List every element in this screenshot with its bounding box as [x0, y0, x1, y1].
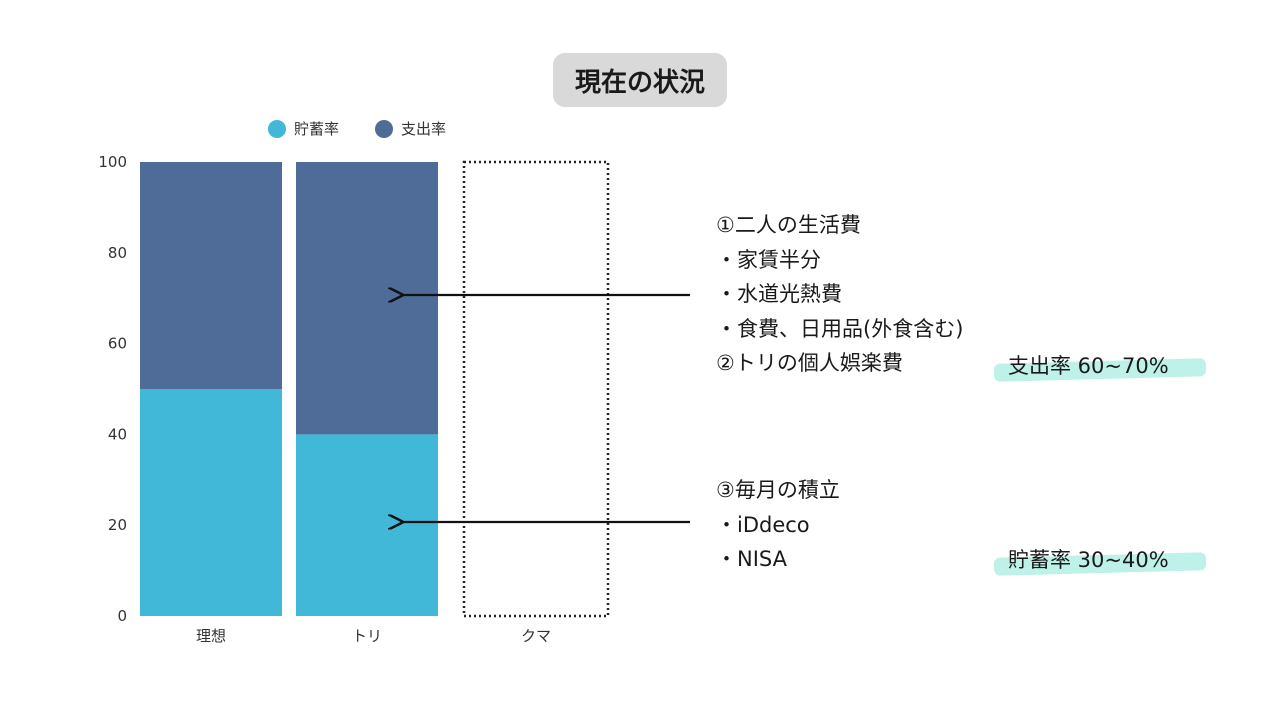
spending-line-3: ・水道光熱費: [716, 282, 842, 306]
bar-spending: [140, 162, 282, 389]
bar-savings: [296, 434, 438, 616]
spending-line-4: ・食費、日用品(外食含む): [716, 316, 964, 341]
x-tick-label: 理想: [196, 627, 226, 645]
savings-rate-highlight: 貯蓄率 30~40%: [993, 544, 1207, 576]
y-tick-label: 20: [108, 516, 127, 534]
y-tick-label: 0: [117, 607, 127, 625]
y-tick-label: 80: [108, 244, 127, 262]
spending-line-2: ・家賃半分: [716, 247, 821, 272]
spending-rate-label: 支出率 60~70%: [1008, 354, 1169, 378]
bar-savings: [140, 389, 282, 616]
spending-annotation: ①二人の生活費 ・家賃半分 ・水道光熱費 ・食費、日用品(外食含む) ②トリの個…: [716, 208, 963, 381]
x-tick-label: クマ: [521, 627, 551, 645]
legend-swatch-spending: [375, 119, 394, 138]
bar-spending: [296, 162, 438, 435]
legend-label-savings: 貯蓄率: [294, 120, 340, 138]
legend-label-spending: 支出率: [401, 120, 447, 138]
savings-rate-label: 貯蓄率 30~40%: [1008, 548, 1169, 572]
page-title: 現在の状況: [553, 53, 727, 107]
savings-line-2: ・iDdeco: [716, 512, 810, 537]
y-tick-label: 40: [108, 425, 127, 443]
y-tick-label: 60: [108, 335, 127, 353]
spending-rate-highlight: 支出率 60~70%: [993, 350, 1207, 382]
spending-line-1: ①二人の生活費: [716, 213, 861, 237]
spending-line-5: ②トリの個人娯楽費: [716, 351, 903, 375]
empty-bar-outline: [462, 160, 610, 618]
legend-swatch-savings: [268, 119, 286, 138]
x-tick-label: トリ: [352, 627, 382, 645]
y-tick-label: 100: [98, 153, 127, 171]
savings-line-3: ・NISA: [716, 547, 787, 571]
legend-item-savings: 貯蓄率: [268, 118, 339, 139]
savings-annotation: ③毎月の積立 ・iDdeco ・NISA: [716, 473, 840, 577]
savings-line-1: ③毎月の積立: [716, 478, 840, 502]
chart-legend: 貯蓄率 支出率: [268, 118, 482, 139]
legend-item-spending: 支出率: [375, 118, 446, 139]
